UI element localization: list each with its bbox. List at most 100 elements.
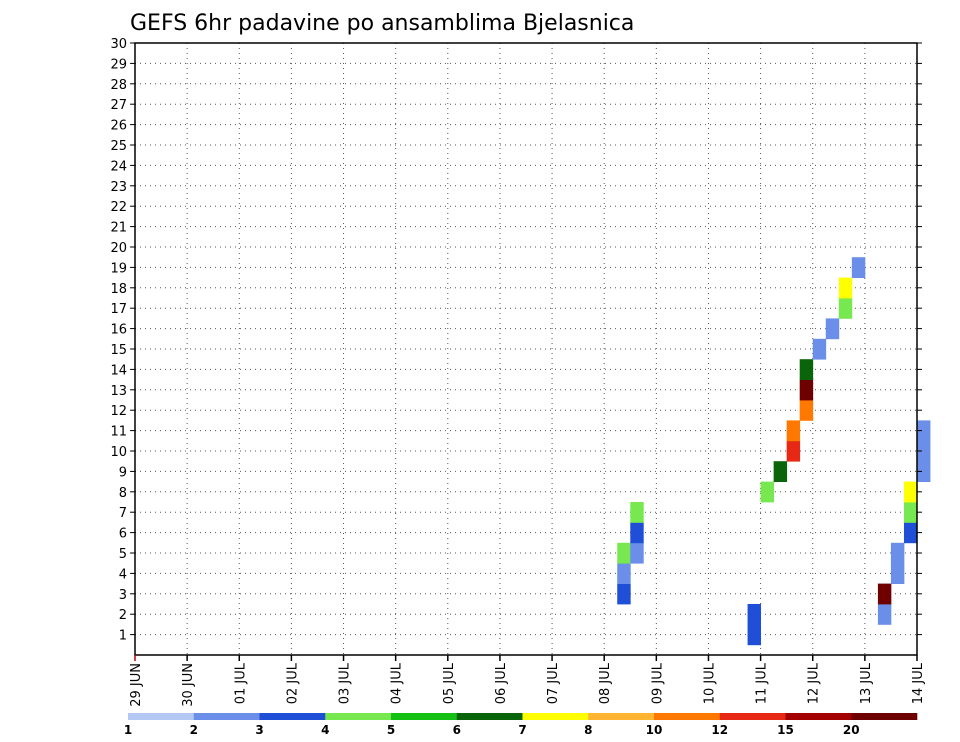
x-tick-label: 10 JUL (702, 662, 717, 704)
data-cell (786, 440, 801, 462)
legend-swatch (588, 713, 655, 720)
data-cell (903, 481, 918, 503)
data-cell (747, 624, 761, 646)
y-tick-label: 18 (110, 282, 127, 297)
x-tick-label: 13 JUL (859, 662, 874, 704)
data-cell (786, 420, 801, 442)
legend: 1 2 3 4 5 6 7 8 10 12 15 20 (124, 713, 918, 737)
y-tick-label: 14 (110, 363, 127, 378)
data-cell (630, 522, 644, 544)
y-axis: 1234567891011121314151617181920212223242… (110, 37, 922, 644)
data-cell (890, 563, 905, 584)
data-cell (630, 502, 644, 523)
legend-label: 12 (711, 723, 728, 737)
chart-title: GEFS 6hr padavine po ansamblima Bjelasni… (130, 11, 634, 36)
data-cell (917, 461, 931, 482)
y-tick-label: 3 (119, 588, 127, 603)
y-tick-label: 12 (110, 404, 127, 419)
legend-label: 8 (584, 723, 592, 737)
data-cell (890, 542, 905, 564)
y-tick-label: 2 (119, 608, 127, 623)
data-cell (799, 379, 814, 401)
plot-area: 1234567891011121314151617181920212223242… (110, 37, 931, 707)
y-tick-label: 13 (110, 384, 127, 399)
legend-label: 7 (518, 723, 526, 737)
y-tick-label: 28 (110, 78, 127, 93)
legend-swatch (193, 713, 260, 720)
data-cell (799, 400, 814, 421)
data-cell (617, 563, 631, 584)
y-tick-label: 9 (119, 465, 127, 480)
data-cell (760, 481, 775, 503)
legend-swatch (391, 713, 458, 720)
legend-swatch (785, 713, 852, 720)
x-tick-label: 09 JUL (650, 662, 665, 704)
x-tick-label: 08 JUL (598, 662, 613, 704)
legend-label: 10 (646, 723, 663, 737)
y-tick-label: 20 (110, 241, 127, 256)
x-tick-label: 04 JUL (390, 662, 405, 704)
x-tick-label: 14 JUL (911, 662, 926, 704)
y-tick-label: 24 (110, 159, 127, 174)
x-tick-label: 03 JUL (338, 662, 353, 704)
data-cell (799, 359, 814, 380)
legend-swatch (259, 713, 326, 720)
data-cell (773, 461, 788, 482)
y-tick-label: 22 (110, 200, 127, 215)
data-cell (747, 604, 761, 625)
y-tick-label: 4 (119, 567, 127, 582)
data-cell (903, 502, 918, 523)
data-cell (630, 542, 644, 564)
data-cell (617, 583, 631, 605)
y-tick-label: 29 (110, 57, 127, 72)
x-tick-label: 30 JUN (181, 663, 196, 707)
y-tick-label: 6 (119, 527, 127, 542)
y-tick-label: 26 (110, 119, 127, 134)
x-tick-label: 02 JUL (285, 662, 300, 704)
legend-label: 3 (255, 723, 263, 737)
y-tick-label: 10 (110, 445, 127, 460)
data-cell (877, 604, 892, 625)
data-cell (838, 277, 853, 299)
legend-label: 6 (453, 723, 461, 737)
gridlines (135, 43, 917, 655)
x-tick-label: 12 JUL (807, 662, 822, 704)
x-tick-label: 07 JUL (546, 662, 561, 704)
legend-swatch (851, 713, 918, 720)
legend-label: 2 (190, 723, 198, 737)
x-tick-label: 29 JUN (129, 663, 144, 707)
x-axis: 29 JUN 30 JUN 01 JUL 02 JUL 03 JUL 04 JUL 05 J… (129, 655, 926, 707)
legend-label: 5 (387, 723, 395, 737)
legend-label: 1 (124, 723, 132, 737)
y-tick-label: 23 (110, 180, 127, 195)
data-cell (917, 420, 931, 442)
cells (617, 257, 931, 646)
data-cell (617, 542, 631, 564)
legend-swatch (654, 713, 721, 720)
y-tick-label: 7 (119, 506, 127, 521)
x-tick-label: 05 JUL (442, 662, 457, 704)
data-cell (812, 338, 827, 360)
x-tick-label: 01 JUL (233, 662, 248, 704)
y-tick-label: 21 (110, 221, 127, 236)
legend-swatch (325, 713, 392, 720)
data-cell (838, 298, 853, 319)
y-tick-label: 27 (110, 98, 127, 113)
legend-swatch (456, 713, 523, 720)
x-tick-label: 06 JUL (494, 662, 509, 704)
data-cell (851, 257, 866, 278)
legend-swatch (719, 713, 786, 720)
y-tick-label: 17 (110, 302, 127, 317)
y-tick-label: 30 (110, 37, 127, 52)
y-tick-label: 5 (119, 547, 127, 562)
data-cell (825, 318, 840, 340)
y-tick-label: 25 (110, 139, 127, 154)
data-cell (903, 522, 918, 544)
x-tick-label: 11 JUL (755, 662, 770, 704)
y-tick-label: 15 (110, 343, 127, 358)
y-tick-label: 19 (110, 261, 127, 276)
legend-label: 4 (321, 723, 329, 737)
data-cell (917, 440, 931, 462)
legend-swatch (522, 713, 589, 720)
